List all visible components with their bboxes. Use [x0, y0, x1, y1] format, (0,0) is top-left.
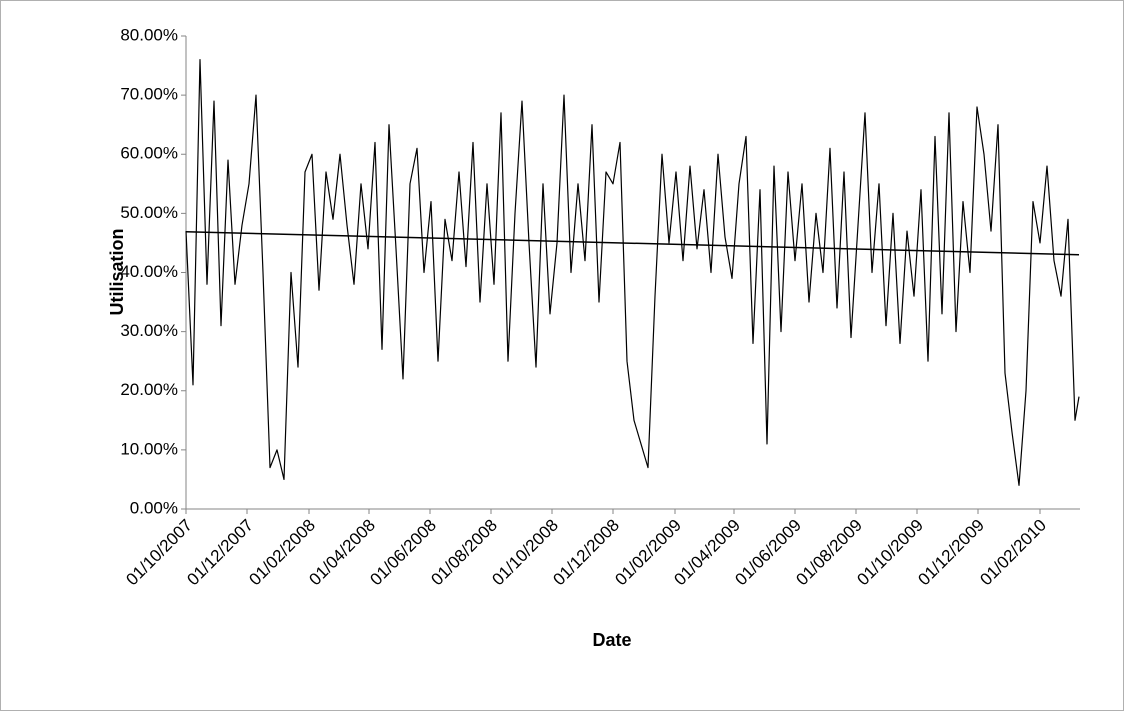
y-tick-label: 70.00%: [120, 85, 178, 104]
y-tick-label: 40.00%: [120, 262, 178, 281]
trend-line: [185, 230, 1080, 256]
y-tick-label: 80.00%: [120, 25, 178, 44]
y-tick-label: 0.00%: [130, 498, 178, 517]
y-tick-label: 60.00%: [120, 144, 178, 163]
y-tick-label: 50.00%: [120, 203, 178, 222]
y-axis-title: Utilisation: [107, 228, 127, 315]
y-tick-label: 10.00%: [120, 439, 178, 458]
y-tick-label: 30.00%: [120, 321, 178, 340]
data-line: [185, 59, 1080, 486]
x-axis-title: Date: [592, 630, 631, 650]
y-tick-label: 20.00%: [120, 380, 178, 399]
